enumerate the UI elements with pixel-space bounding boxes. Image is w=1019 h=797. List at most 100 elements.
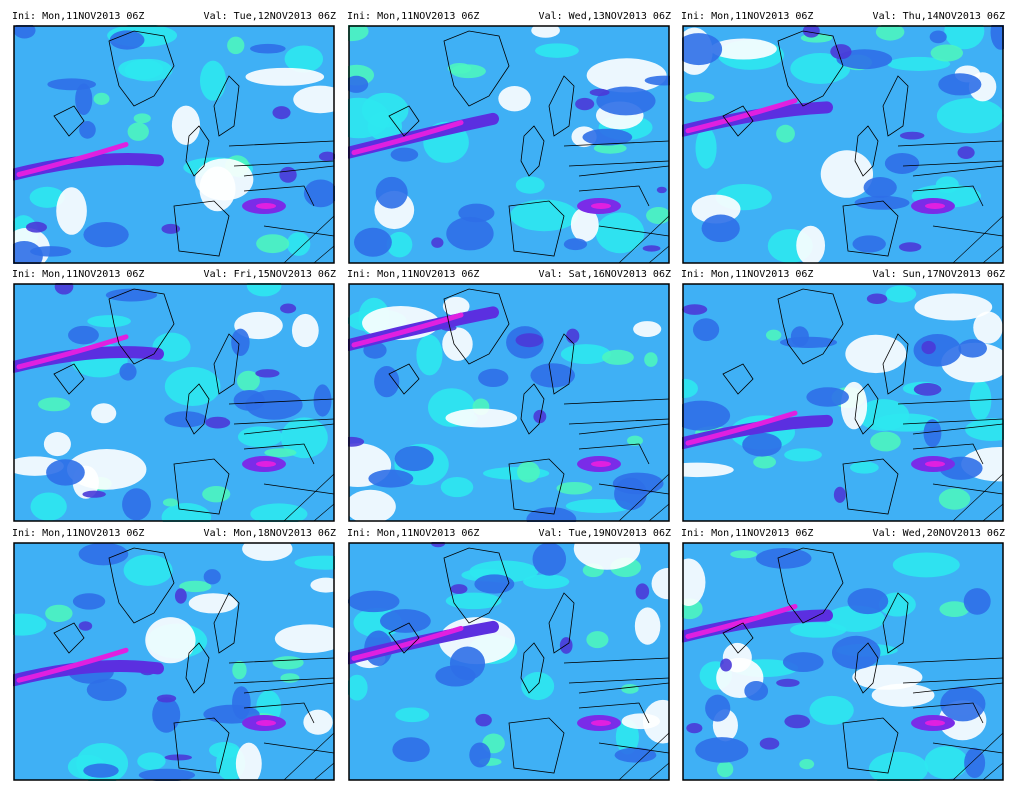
coastline: [173, 200, 230, 257]
deep-blue-area: [156, 694, 177, 703]
clear-area: [570, 207, 599, 242]
blue-area: [705, 694, 731, 722]
coastline: [882, 333, 909, 395]
med-storm-core: [591, 203, 611, 209]
blue-area: [832, 635, 881, 670]
cyan-area: [944, 25, 985, 50]
blue-area: [449, 646, 486, 681]
clear-area: [293, 85, 335, 114]
coastline: [228, 398, 335, 425]
green-area: [644, 352, 658, 367]
clear-area: [91, 403, 117, 424]
coastline: [443, 30, 510, 107]
green-area: [162, 498, 179, 507]
blue-area: [313, 384, 332, 417]
coastline: [722, 622, 754, 654]
deep-blue-area: [164, 754, 192, 761]
green-area: [236, 370, 260, 392]
clear-area: [291, 313, 319, 348]
coastline: [882, 75, 909, 137]
ini-label: Ini: Mon,11NOV2013 06Z: [12, 528, 145, 539]
blue-area: [964, 747, 986, 778]
coastline: [53, 363, 85, 395]
coastline: [108, 288, 175, 365]
clear-area: [914, 293, 993, 321]
coastline: [777, 30, 844, 107]
green-area: [232, 660, 247, 680]
coastline: [388, 363, 420, 395]
coastline: [228, 657, 335, 684]
blue-area: [368, 469, 414, 488]
cyan-area: [521, 672, 555, 701]
coastline: [912, 423, 1004, 495]
cyan-area: [510, 199, 579, 232]
deep-blue-area: [899, 131, 925, 140]
green-area: [626, 435, 643, 446]
deep-blue-area: [205, 416, 231, 429]
clear-area: [820, 150, 874, 198]
blue-area: [46, 459, 85, 486]
blue-area: [152, 696, 181, 733]
cyan-area: [199, 60, 227, 101]
blue-area: [695, 737, 749, 763]
cyan-area: [560, 344, 611, 365]
map-field: [13, 283, 335, 522]
deep-blue-area: [642, 245, 661, 252]
deep-blue-area: [475, 713, 492, 727]
blue-area: [614, 747, 657, 763]
val-label: Val: Tue,19NOV2013 06Z: [538, 528, 671, 539]
coastline: [548, 592, 575, 654]
cyan-area: [595, 212, 645, 254]
ini-label: Ini: Mon,11NOV2013 06Z: [681, 269, 814, 280]
deep-blue-area: [759, 737, 780, 750]
heavy-precip-band: [16, 334, 129, 370]
green-area: [776, 124, 795, 143]
blue-area: [394, 446, 434, 472]
coastline: [508, 458, 565, 515]
clear-area: [442, 327, 473, 361]
green-area: [685, 92, 715, 103]
clear-area: [274, 624, 335, 653]
clear-area: [310, 577, 335, 593]
blue-area: [68, 325, 99, 345]
map-panel: [682, 25, 1004, 264]
cyan-area: [286, 232, 311, 256]
cyan-area: [445, 592, 502, 610]
blue-area: [78, 542, 129, 566]
green-area: [45, 604, 73, 623]
heavy-precip-band: [351, 120, 464, 156]
blue-area: [847, 588, 889, 615]
ini-label: Ini: Mon,11NOV2013 06Z: [347, 11, 480, 22]
cyan-area: [809, 695, 854, 725]
blue-area: [86, 678, 127, 702]
green-area: [765, 329, 782, 341]
blue-area: [231, 328, 250, 357]
green-area: [753, 455, 776, 469]
coastline: [508, 200, 565, 257]
panel-header: Ini: Mon,11NOV2013 06Z Val: Tue,19NOV2013…: [347, 528, 671, 540]
coastline: [777, 547, 844, 624]
ini-label: Ini: Mon,11NOV2013 06Z: [681, 528, 814, 539]
deep-blue-area: [866, 293, 888, 304]
coastline: [108, 30, 175, 107]
green-area: [202, 485, 231, 503]
map-field: [13, 542, 335, 781]
panel-frame: [682, 283, 1004, 522]
blue-area: [109, 30, 145, 50]
val-label: Val: Tue,12NOV2013 06Z: [203, 11, 336, 22]
border-lines: [283, 473, 335, 522]
coastline: [777, 288, 844, 365]
green-area: [730, 550, 758, 559]
cyan-area: [924, 746, 969, 780]
blue-area: [782, 652, 824, 672]
blue-area: [354, 227, 392, 257]
panel-header: Ini: Mon,11NOV2013 06Z Val: Wed,20NOV2013…: [681, 528, 1005, 540]
cyan-area: [395, 707, 430, 723]
ini-label: Ini: Mon,11NOV2013 06Z: [12, 269, 145, 280]
deep-blue-area: [784, 714, 811, 729]
clear-area: [710, 38, 777, 60]
blue-area: [138, 768, 196, 781]
green-area: [348, 25, 369, 42]
green-area: [716, 761, 734, 778]
